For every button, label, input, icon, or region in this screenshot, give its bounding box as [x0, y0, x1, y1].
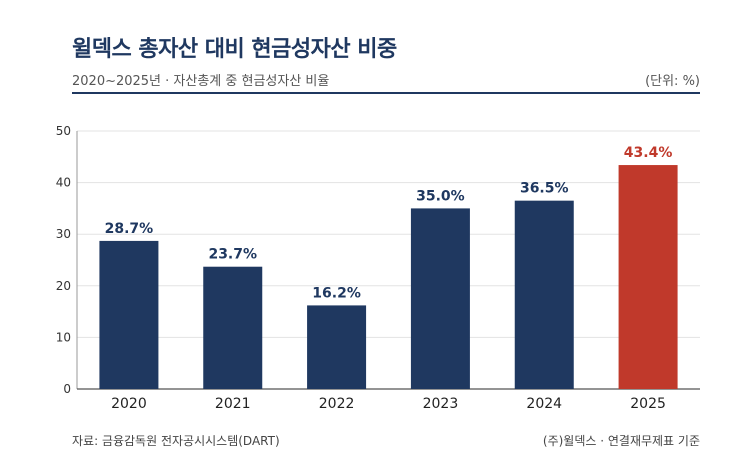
y-tick-label-10: 10: [56, 330, 71, 344]
y-tick-label-0: 0: [63, 382, 71, 396]
bar-2025: [618, 165, 678, 389]
chart-subtitle: 2020~2025년 · 자산총계 중 현금성자산 비율: [72, 74, 330, 89]
y-tick-label-50: 50: [56, 124, 71, 138]
bar-2024: [514, 200, 574, 389]
x-tick-label-2020: 2020: [111, 396, 147, 412]
x-tick-label-2022: 2022: [319, 396, 355, 412]
x-tick-label-2025: 2025: [630, 396, 666, 412]
data-label-2023: 35.0%: [416, 188, 465, 204]
bar-2022: [307, 305, 367, 389]
credit-note: (주)윌덱스 · 연결재무제표 기준: [542, 434, 700, 448]
x-tick-label-2023: 2023: [423, 396, 459, 412]
data-label-2021: 23.7%: [208, 247, 257, 263]
y-tick-label-40: 40: [56, 176, 71, 190]
x-tick-label-2021: 2021: [215, 396, 251, 412]
data-label-2020: 28.7%: [105, 221, 154, 237]
x-tick-label-2024: 2024: [526, 396, 562, 412]
y-tick-label-30: 30: [56, 227, 71, 241]
header-rule: [72, 92, 700, 94]
data-label-2024: 36.5%: [520, 181, 569, 197]
y-tick-label-20: 20: [56, 279, 71, 293]
data-label-2022: 16.2%: [312, 285, 361, 301]
source-note: 자료: 금융감독원 전자공시시스템(DART): [72, 434, 280, 448]
bar-2021: [203, 266, 263, 389]
data-label-2025: 43.4%: [624, 145, 673, 161]
chart-title: 윌덱스 총자산 대비 현금성자산 비중: [72, 37, 397, 62]
bar-2020: [99, 240, 159, 389]
unit-label: (단위: %): [645, 74, 700, 89]
bar-2023: [410, 208, 470, 389]
